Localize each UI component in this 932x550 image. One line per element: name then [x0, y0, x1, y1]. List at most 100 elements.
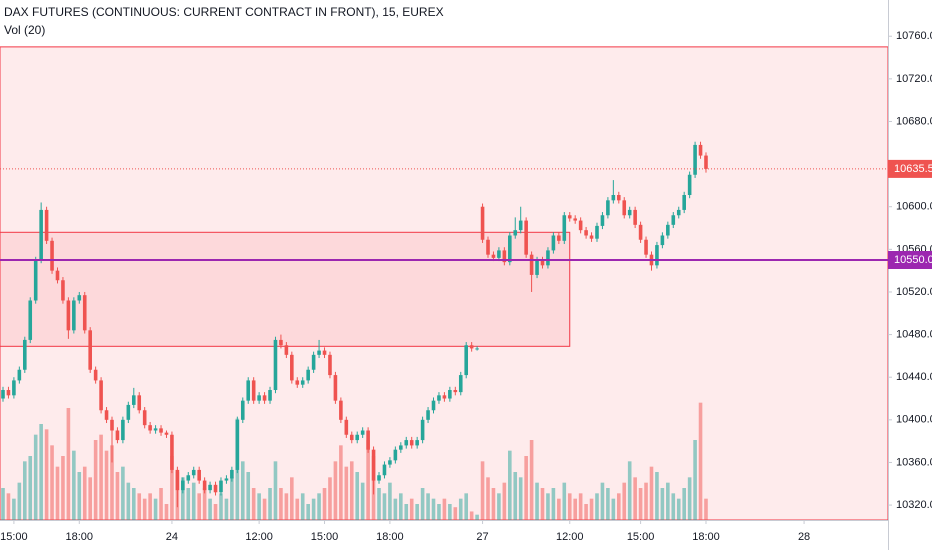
volume-bar [426, 493, 430, 520]
candle-body [437, 395, 441, 401]
candle-body [39, 209, 43, 260]
volume-bar [431, 498, 436, 520]
volume-bar [153, 498, 158, 520]
volume-bar [535, 482, 539, 520]
candle-body [360, 430, 365, 435]
candle-body [72, 300, 76, 331]
candle-body [6, 390, 11, 396]
volume-bar [655, 472, 659, 520]
volume-bar [518, 477, 523, 520]
price-badge [888, 251, 932, 269]
candle-body [535, 260, 539, 275]
candle-body [284, 345, 289, 355]
volume-bar [573, 498, 577, 520]
volume-bar [22, 461, 27, 520]
volume-bar [546, 493, 550, 520]
candle-body [306, 369, 310, 381]
candle-body [224, 478, 229, 481]
candle-body [121, 419, 125, 441]
candle-body [219, 480, 223, 493]
volume-bar [360, 482, 365, 520]
volume-bar [115, 472, 120, 520]
y-tick-label: 10680.0 [896, 115, 932, 127]
volume-bar [437, 504, 441, 520]
candle-body [616, 195, 621, 201]
x-tick-label: 12:00 [245, 531, 273, 543]
price-badge [888, 159, 932, 178]
candle-body [333, 375, 338, 401]
candle-body [339, 400, 343, 420]
volume-bar [104, 450, 109, 520]
volume-bar [698, 402, 703, 520]
volume-bar [246, 472, 251, 520]
volume-bar [262, 498, 267, 520]
y-tick-label: 10520.0 [896, 286, 932, 298]
candle-body [382, 464, 387, 476]
volume-bar [121, 466, 125, 520]
candle-body [93, 369, 98, 381]
candle-body [491, 254, 496, 258]
candle-body [584, 230, 588, 236]
volume-bar [524, 456, 528, 520]
x-tick-label: 18:00 [692, 531, 720, 543]
candle-body [469, 345, 474, 349]
candle-body [246, 380, 251, 401]
y-tick-label: 10760.0 [896, 30, 932, 42]
y-tick-label: 10600.0 [896, 201, 932, 213]
volume-bar [72, 450, 76, 520]
candle-body [431, 400, 436, 411]
candle-body [399, 445, 403, 450]
candle-body [606, 200, 610, 216]
volume-bar [240, 461, 245, 520]
volume-bar [415, 504, 419, 520]
candle-body [486, 239, 490, 255]
volume-bar [202, 488, 207, 520]
volume-bar [181, 477, 185, 520]
x-tick-label: 18:00 [376, 531, 404, 543]
volume-bar [186, 488, 191, 520]
candle-body [153, 428, 158, 431]
candle-body [33, 260, 38, 301]
x-tick-label: 12:00 [556, 531, 584, 543]
volume-bar [257, 493, 261, 520]
indicator-label: Vol (20) [4, 23, 45, 37]
candle-body [693, 144, 697, 175]
candle-body [567, 215, 572, 219]
candle-body [186, 475, 191, 481]
volume-bar [17, 482, 22, 520]
volume-bar [584, 504, 588, 520]
candle-body [508, 235, 512, 263]
y-tick-label: 10480.0 [896, 328, 932, 340]
volume-bar [704, 498, 708, 520]
x-tick-label: 15:00 [627, 531, 655, 543]
volume-bar [284, 493, 289, 520]
volume-bar [409, 498, 414, 520]
volume-bar [464, 493, 469, 520]
volume-bar [606, 488, 610, 520]
candle-body [344, 419, 349, 435]
candle-body [409, 440, 414, 446]
volume-bar [197, 493, 201, 520]
volume-bar [110, 445, 114, 520]
candle-body [698, 144, 703, 156]
candle-body [17, 369, 22, 381]
volume-bar [486, 477, 490, 520]
candle-body [611, 195, 616, 201]
volume-bar [273, 461, 278, 520]
volume-bar [39, 424, 43, 520]
candle-body [213, 484, 218, 493]
volume-bar [633, 477, 637, 520]
volume-bar [567, 493, 572, 520]
candle-body [268, 390, 272, 401]
volume-bar [589, 498, 594, 520]
volume-bar [393, 498, 398, 520]
volume-bar [219, 493, 223, 520]
volume-bar [666, 482, 670, 520]
candle-body [175, 469, 180, 491]
volume-bar [448, 504, 452, 520]
volume-bar [191, 482, 196, 520]
candle-body [633, 209, 637, 225]
volume-bar [475, 514, 479, 520]
volume-bar [322, 488, 327, 520]
x-tick-label: 24 [166, 531, 178, 543]
